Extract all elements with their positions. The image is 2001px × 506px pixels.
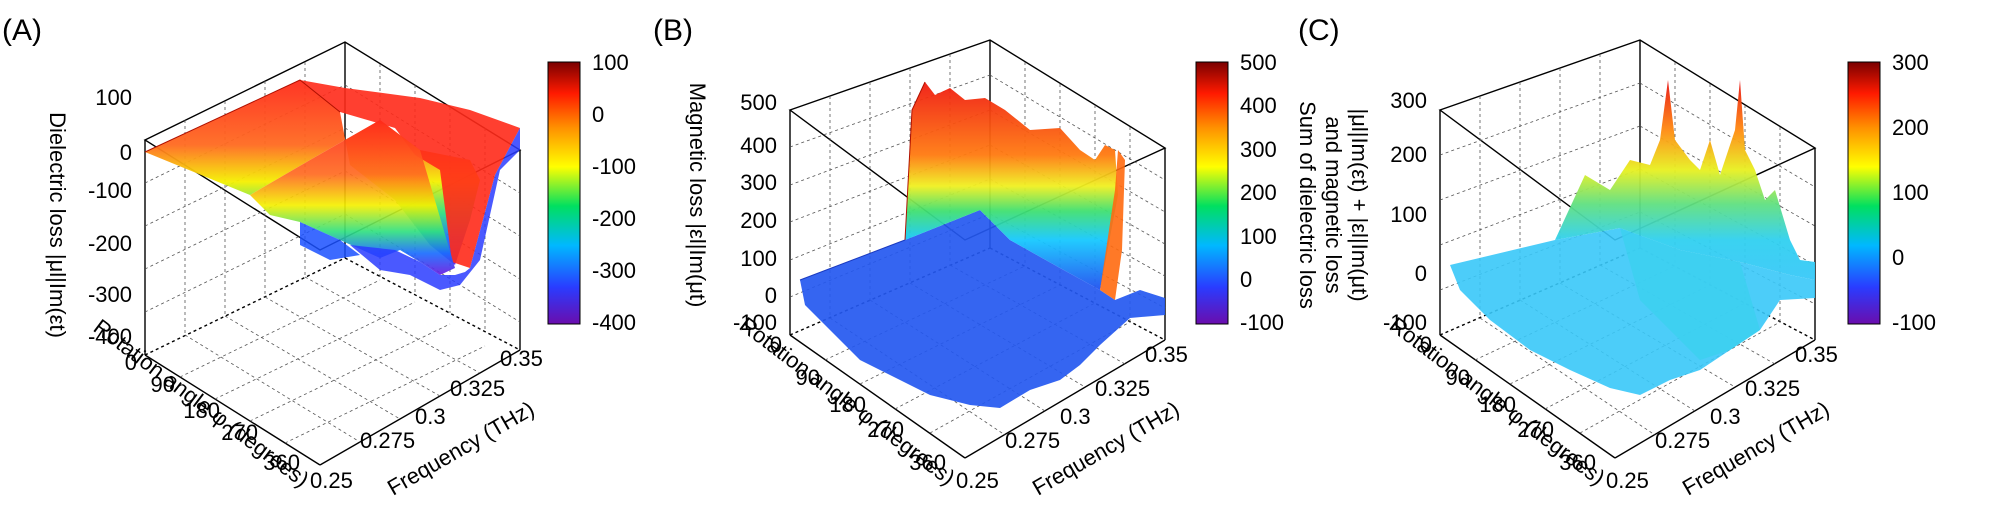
x-tick: 0 (770, 332, 782, 357)
colorbar-tick: -300 (592, 258, 636, 283)
panel-c-x-ticks: 0 90 180 270 360 (1420, 332, 1596, 475)
colorbar-tick: 100 (1892, 180, 1929, 205)
x-tick: 180 (1479, 392, 1516, 417)
x-tick: 90 (1446, 365, 1470, 390)
panel-label-c: (C) (1298, 14, 1340, 47)
x-tick: 180 (183, 398, 220, 423)
colorbar-tick: 300 (1892, 50, 1929, 75)
panel-a-x-label: Rotation angle φ (degrees) (89, 314, 314, 492)
panel-b-y-ticks: 0.25 0.275 0.3 0.325 0.35 (956, 342, 1188, 493)
y-tick: 0.325 (450, 376, 505, 401)
panel-b-z-label: Magnetic loss |εl|Im(μt) (685, 83, 710, 308)
z-tick: -100 (733, 310, 777, 335)
x-tick: 270 (867, 417, 904, 442)
z-label-line: Sum of dielectric loss (1295, 101, 1320, 309)
colorbar-tick: 100 (592, 50, 629, 75)
panel-c-z-ticks: 300 200 100 0 -100 (1383, 88, 1427, 335)
colorbar-tick: -100 (1240, 310, 1284, 335)
x-tick: 360 (909, 450, 946, 475)
colorbar-tick: 0 (592, 102, 604, 127)
y-tick: 0.275 (1655, 428, 1710, 453)
z-tick: 100 (1390, 202, 1427, 227)
x-tick: 180 (829, 392, 866, 417)
panel-a: 100 0 -100 -200 -300 -400 0 90 180 270 3… (45, 41, 636, 500)
x-tick: 0 (1420, 332, 1432, 357)
y-tick: 0.25 (310, 468, 353, 493)
panel-c-z-label: Sum of dielectric loss and magnetic loss… (1295, 101, 1372, 309)
panel-c-surface (1450, 80, 1815, 395)
panel-b: 500 400 300 200 100 0 -100 0 90 180 270 … (685, 39, 1284, 500)
panel-label-b: (B) (653, 14, 693, 47)
panel-b-z-ticks: 500 400 300 200 100 0 -100 (733, 90, 777, 335)
z-tick: 300 (740, 170, 777, 195)
z-tick: -400 (88, 324, 132, 349)
z-tick: 300 (1390, 88, 1427, 113)
y-tick: 0.35 (500, 346, 543, 371)
colorbar-tick: 300 (1240, 137, 1277, 162)
x-tick: 0 (125, 350, 137, 375)
z-tick: -300 (88, 282, 132, 307)
x-tick: 360 (263, 450, 300, 475)
colorbar-tick: 200 (1892, 115, 1929, 140)
colorbar-tick: -100 (592, 154, 636, 179)
panel-b-colorbar: 500 400 300 200 100 0 -100 (1195, 50, 1284, 335)
panel-label-a: (A) (2, 14, 42, 47)
z-tick: 100 (740, 246, 777, 271)
x-tick: 270 (221, 420, 258, 445)
y-tick: 0.275 (360, 428, 415, 453)
y-tick: 0.25 (1606, 468, 1649, 493)
y-tick: 0.35 (1145, 342, 1188, 367)
y-tick: 0.25 (956, 468, 999, 493)
z-tick: 100 (95, 85, 132, 110)
colorbar-tick: 0 (1240, 267, 1252, 292)
y-tick: 0.3 (1060, 404, 1091, 429)
z-label-line: |μl|Im(εt) + |εl|Im(μt) (1347, 108, 1372, 301)
panel-c-y-ticks: 0.25 0.275 0.3 0.325 0.35 (1606, 342, 1838, 493)
x-tick: 270 (1517, 417, 1554, 442)
y-tick: 0.3 (415, 404, 446, 429)
panel-a-surface (144, 79, 520, 290)
y-tick: 0.35 (1795, 342, 1838, 367)
z-tick: 200 (1390, 142, 1427, 167)
z-tick: 0 (1415, 261, 1427, 286)
z-tick: 400 (740, 133, 777, 158)
y-tick: 0.325 (1095, 376, 1150, 401)
z-tick: 0 (120, 140, 132, 165)
colorbar-tick: 400 (1240, 93, 1277, 118)
panel-c-colorbar: 300 200 100 0 -100 (1847, 50, 1936, 335)
colorbar-tick: -200 (592, 206, 636, 231)
y-tick: 0.275 (1005, 428, 1060, 453)
panel-a-colorbar: 100 0 -100 -200 -300 -400 (547, 50, 636, 335)
panel-a-z-ticks: 100 0 -100 -200 -300 -400 (88, 85, 132, 349)
panel-b-surface (799, 81, 1165, 408)
x-tick: 90 (796, 365, 820, 390)
panel-c: 300 200 100 0 -100 0 90 180 270 360 0.25… (1295, 39, 1936, 500)
x-tick: 360 (1559, 450, 1596, 475)
colorbar-tick: -400 (592, 310, 636, 335)
panel-b-x-ticks: 0 90 180 270 360 (770, 332, 946, 475)
z-tick: -200 (88, 231, 132, 256)
z-tick: 500 (740, 90, 777, 115)
panel-a-y-ticks: 0.25 0.275 0.3 0.325 0.35 (310, 346, 543, 493)
colorbar-tick: 0 (1892, 245, 1904, 270)
z-tick: -100 (1383, 310, 1427, 335)
colorbar-tick: 100 (1240, 224, 1277, 249)
y-tick: 0.3 (1710, 404, 1741, 429)
x-tick: 90 (151, 372, 175, 397)
z-tick: 200 (740, 208, 777, 233)
z-label-line: and magnetic loss (1321, 116, 1346, 293)
colorbar-tick: 500 (1240, 50, 1277, 75)
panel-a-z-label: Dielectric loss |μl|Im(εt) (45, 112, 70, 338)
colorbar-tick: -100 (1892, 310, 1936, 335)
colorbar-tick: 200 (1240, 180, 1277, 205)
panel-a-x-ticks: 0 90 180 270 360 (125, 350, 300, 475)
z-tick: 0 (765, 283, 777, 308)
z-tick: -100 (88, 178, 132, 203)
y-tick: 0.325 (1745, 376, 1800, 401)
